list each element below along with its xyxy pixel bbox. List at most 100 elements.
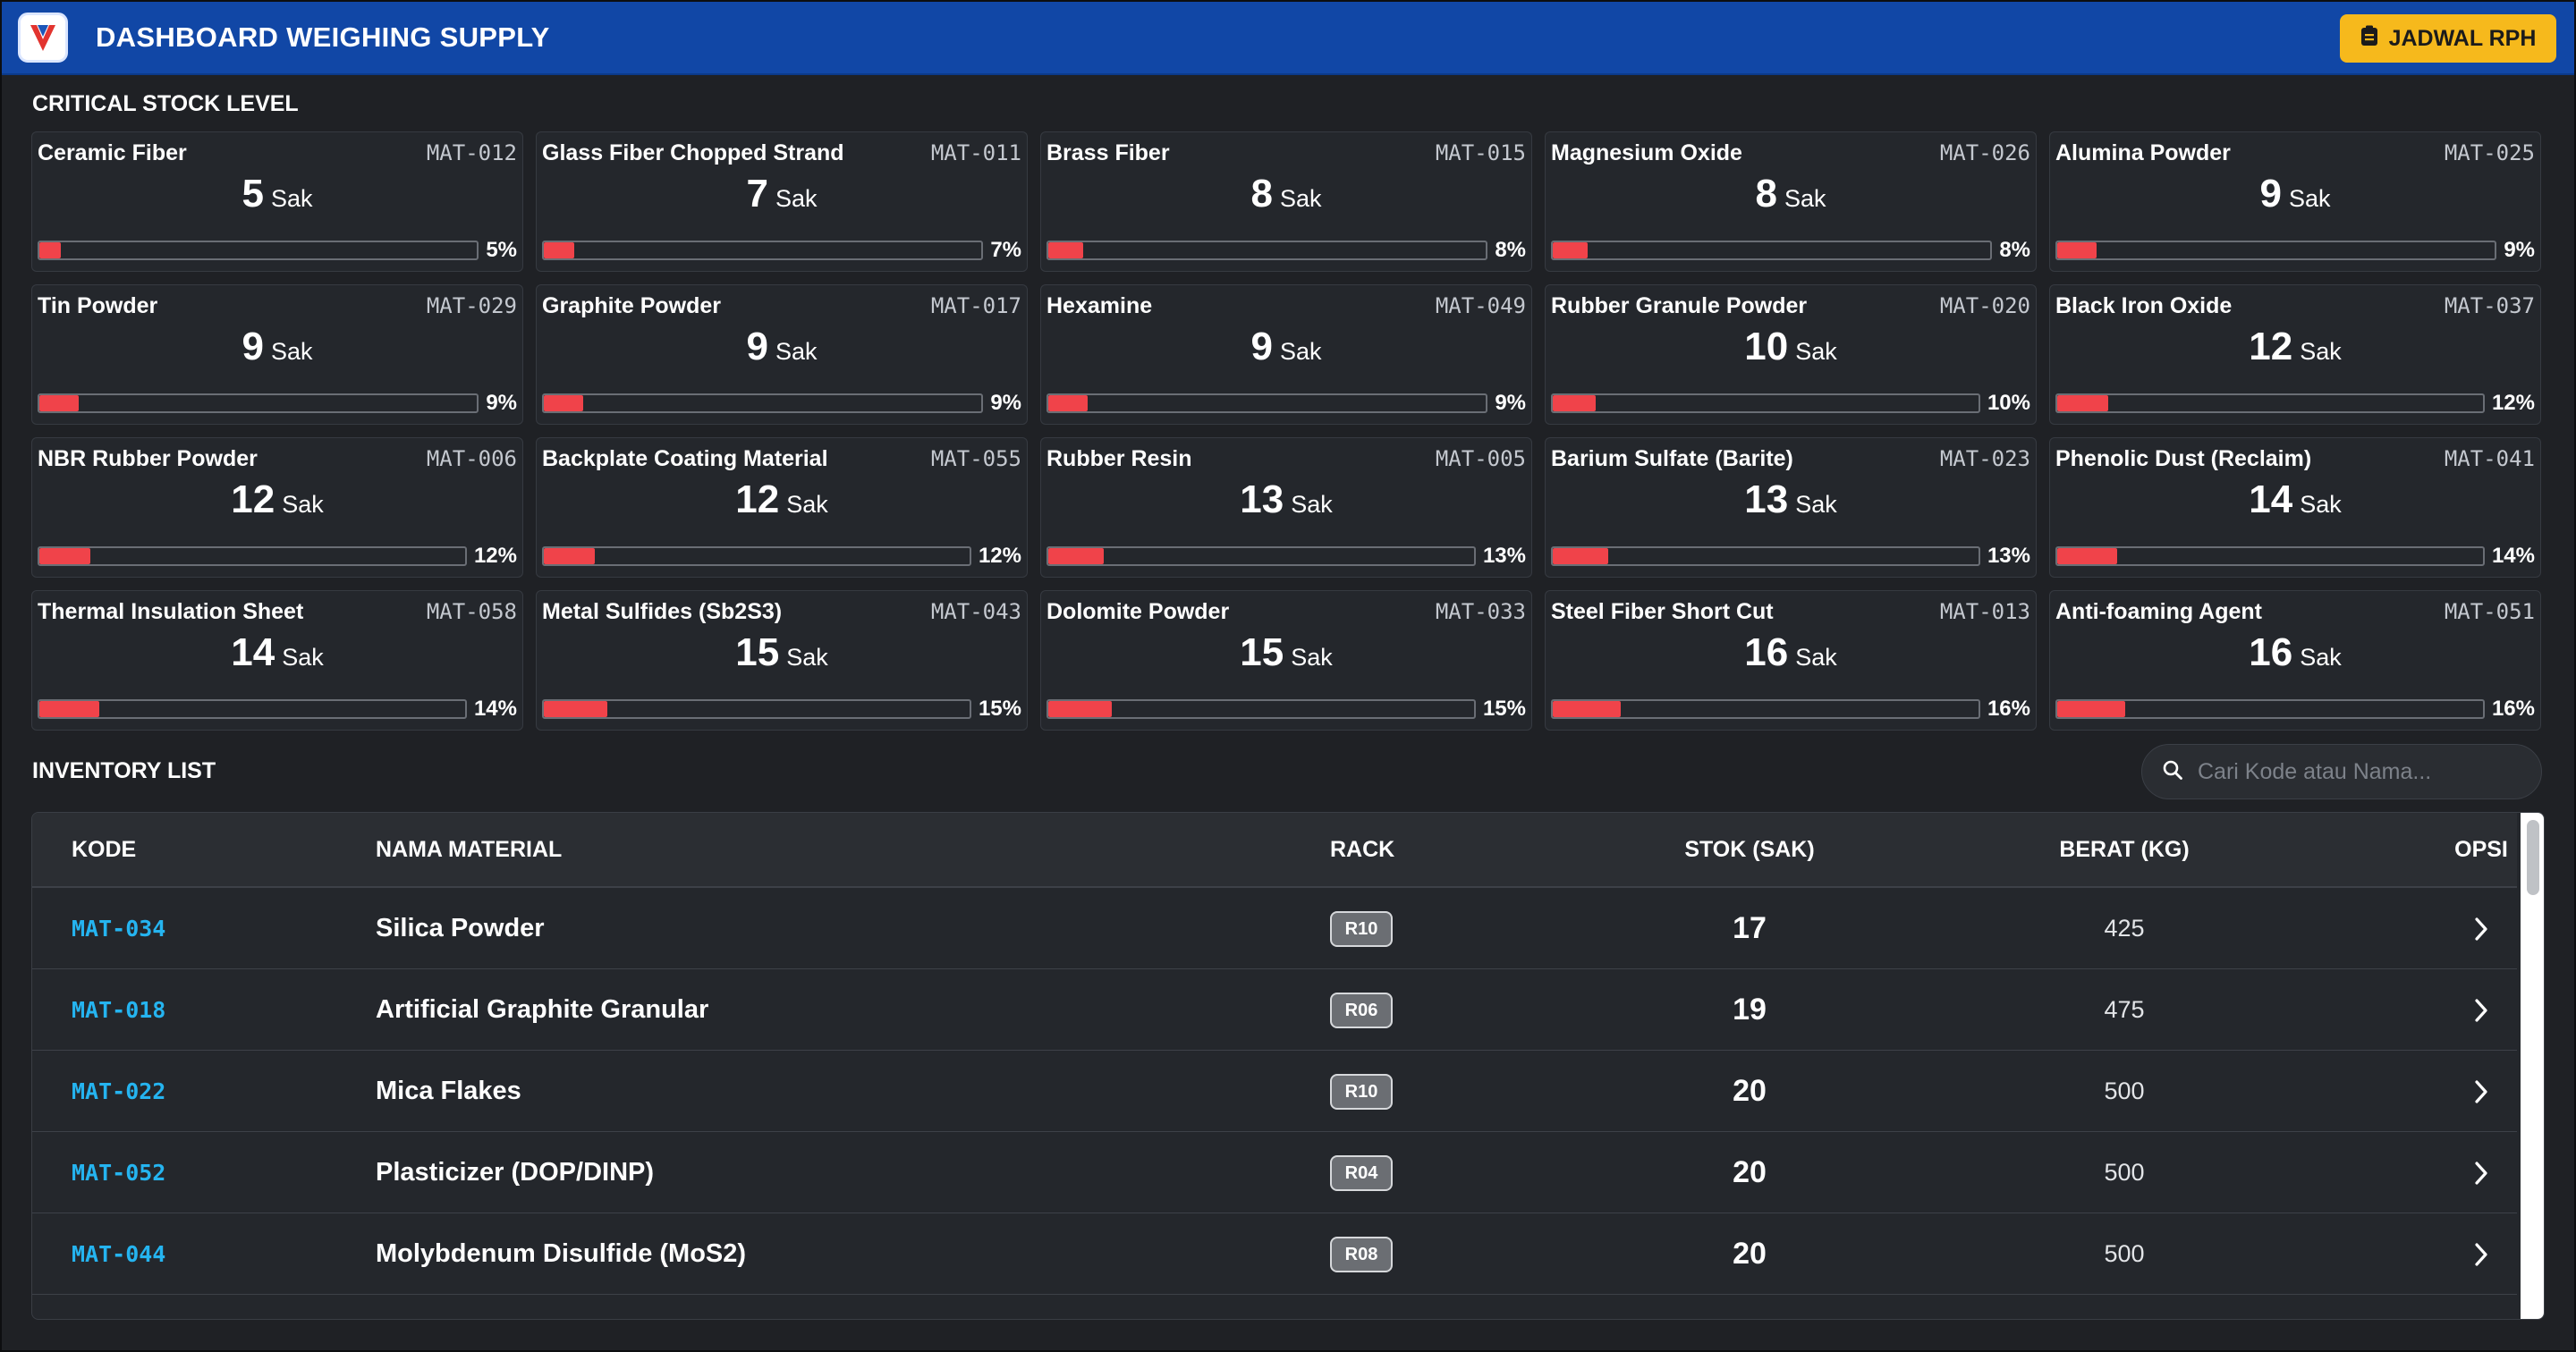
stock-card-qty-unit: Sak — [270, 185, 313, 212]
stock-card-qty-number: 14 — [2249, 477, 2293, 521]
material-code[interactable]: MAT-044 — [72, 1241, 166, 1267]
stock-card[interactable]: Graphite Powder MAT-017 9 Sak 9% — [536, 284, 1028, 425]
app-logo-icon — [18, 13, 68, 63]
scrollbar-thumb[interactable] — [2527, 820, 2539, 895]
stock-card-quantity: 13 Sak — [1041, 477, 1531, 522]
stock-level-track — [2055, 699, 2485, 719]
stock-card[interactable]: Rubber Resin MAT-005 13 Sak 13% — [1040, 437, 1532, 578]
stock-card-code: MAT-017 — [930, 293, 1021, 318]
stock-card-qty-number: 12 — [735, 477, 780, 521]
stock-card-quantity: 16 Sak — [1546, 630, 2036, 675]
stock-card-qty-unit: Sak — [786, 644, 828, 671]
stock-card[interactable]: Ceramic Fiber MAT-012 5 Sak 5% — [31, 131, 523, 272]
stock-card[interactable]: Hexamine MAT-049 9 Sak 9% — [1040, 284, 1532, 425]
table-scrollbar[interactable] — [2521, 813, 2544, 1319]
stock-card[interactable]: Anti-foaming Agent MAT-051 16 Sak 16% — [2049, 590, 2541, 731]
stock-level-track — [1551, 699, 1980, 719]
chevron-right-icon[interactable] — [2465, 1132, 2497, 1213]
stock-card-name: Glass Fiber Chopped Strand — [542, 140, 844, 165]
stock-card-code: MAT-015 — [1435, 140, 1526, 165]
stock-card[interactable]: Backplate Coating Material MAT-055 12 Sak 12… — [536, 437, 1028, 578]
chevron-right-icon[interactable] — [2465, 888, 2497, 969]
stock-card[interactable]: Phenolic Dust (Reclaim) MAT-041 14 Sak 14% — [2049, 437, 2541, 578]
stock-card-qty-number: 9 — [2259, 172, 2282, 215]
stock-card-code: MAT-037 — [2444, 293, 2535, 318]
stock-level-fill — [544, 242, 575, 258]
critical-stock-title: CRITICAL STOCK LEVEL — [32, 91, 299, 116]
stock-card-name: NBR Rubber Powder — [38, 446, 258, 471]
material-name: Plasticizer (DOP/DINP) — [376, 1158, 655, 1187]
chevron-right-icon[interactable] — [2465, 1051, 2497, 1132]
stock-card[interactable]: Thermal Insulation Sheet MAT-058 14 Sak 14% — [31, 590, 523, 731]
stock-level-track — [2055, 393, 2485, 413]
stock-card[interactable]: Rubber Granule Powder MAT-020 10 Sak 10% — [1545, 284, 2037, 425]
clipboard-icon — [2360, 25, 2378, 53]
stock-card-name: Magnesium Oxide — [1551, 140, 1742, 165]
table-row[interactable]: MAT-018 Artificial Graphite Granular R06 19… — [32, 969, 2517, 1051]
column-header-berat[interactable]: BERAT (KG) — [2059, 837, 2190, 862]
stock-level-percent: 8% — [1495, 238, 1526, 262]
column-header-rack[interactable]: RACK — [1330, 837, 1395, 862]
stock-level-bar: 13% — [1551, 544, 2030, 568]
search-input[interactable] — [2196, 757, 2518, 786]
stock-card[interactable]: Magnesium Oxide MAT-026 8 Sak 8% — [1545, 131, 2037, 272]
stock-card-code: MAT-029 — [426, 293, 517, 318]
stock-card[interactable]: Metal Sulfides (Sb2S3) MAT-043 15 Sak 15% — [536, 590, 1028, 731]
stock-card-code: MAT-006 — [426, 446, 517, 471]
table-header: KODE NAMA MATERIAL RACK STOK (SAK) BERAT… — [32, 813, 2517, 888]
weight-kg: 475 — [2104, 996, 2145, 1023]
stock-card-qty-unit: Sak — [1795, 644, 1837, 671]
material-code[interactable]: MAT-022 — [72, 1078, 166, 1104]
stock-card-quantity: 12 Sak — [32, 477, 522, 522]
stock-card-name: Steel Fiber Short Cut — [1551, 599, 1774, 624]
column-header-stok[interactable]: STOK (SAK) — [1684, 837, 1815, 862]
stock-card[interactable]: Brass Fiber MAT-015 8 Sak 8% — [1040, 131, 1532, 272]
stock-card-qty-number: 5 — [242, 172, 264, 215]
stock-card[interactable]: Alumina Powder MAT-025 9 Sak 9% — [2049, 131, 2541, 272]
stock-card-code: MAT-043 — [930, 599, 1021, 624]
search-box[interactable] — [2141, 744, 2542, 799]
stock-card[interactable]: Tin Powder MAT-029 9 Sak 9% — [31, 284, 523, 425]
weight-kg: 425 — [2104, 915, 2145, 942]
stock-card[interactable]: Black Iron Oxide MAT-037 12 Sak 12% — [2049, 284, 2541, 425]
stock-card[interactable]: Barium Sulfate (Barite) MAT-023 13 Sak 13% — [1545, 437, 2037, 578]
material-code[interactable]: MAT-052 — [72, 1160, 166, 1186]
stock-card-code: MAT-049 — [1435, 293, 1526, 318]
stock-card-name: Rubber Granule Powder — [1551, 293, 1808, 318]
chevron-right-icon[interactable] — [2465, 969, 2497, 1051]
table-row[interactable]: MAT-022 Mica Flakes R10 20 500 — [32, 1051, 2517, 1132]
stock-card-quantity: 9 Sak — [1041, 325, 1531, 369]
table-row[interactable]: MAT-052 Plasticizer (DOP/DINP) R04 20 500 — [32, 1132, 2517, 1213]
stock-level-track — [2055, 241, 2497, 260]
stock-card-qty-unit: Sak — [775, 185, 818, 212]
stock-card-code: MAT-033 — [1435, 599, 1526, 624]
stock-card[interactable]: NBR Rubber Powder MAT-006 12 Sak 12% — [31, 437, 523, 578]
column-header-kode[interactable]: KODE — [72, 837, 137, 862]
stock-card-quantity: 15 Sak — [537, 630, 1027, 675]
jadwal-rph-button[interactable]: JADWAL RPH — [2340, 14, 2556, 63]
stock-qty: 17 — [1733, 911, 1767, 945]
stock-card[interactable]: Dolomite Powder MAT-033 15 Sak 15% — [1040, 590, 1532, 731]
stock-level-bar: 7% — [542, 238, 1021, 262]
stock-level-fill — [39, 548, 91, 564]
table-row[interactable]: MAT-044 Molybdenum Disulfide (MoS2) R08 20 5… — [32, 1213, 2517, 1295]
stock-card-code: MAT-025 — [2444, 140, 2535, 165]
app-title: DASHBOARD WEIGHING SUPPLY — [96, 21, 550, 53]
material-code[interactable]: MAT-018 — [72, 997, 166, 1023]
stock-card[interactable]: Glass Fiber Chopped Strand MAT-011 7 Sak 7% — [536, 131, 1028, 272]
rack-badge: R10 — [1330, 910, 1393, 947]
column-header-nama[interactable]: NAMA MATERIAL — [376, 837, 563, 862]
stock-card-qty-number: 15 — [1240, 630, 1284, 674]
weight-kg: 500 — [2104, 1159, 2145, 1186]
stock-qty: 20 — [1733, 1237, 1767, 1271]
stock-card-quantity: 14 Sak — [32, 630, 522, 675]
stock-card-qty-unit: Sak — [2300, 491, 2342, 518]
stock-card-code: MAT-055 — [930, 446, 1021, 471]
inventory-title: INVENTORY LIST — [32, 758, 216, 783]
chevron-right-icon[interactable] — [2465, 1213, 2497, 1295]
material-name: Mica Flakes — [376, 1077, 521, 1105]
stock-card[interactable]: Steel Fiber Short Cut MAT-013 16 Sak 16% — [1545, 590, 2037, 731]
stock-level-bar: 12% — [542, 544, 1021, 568]
material-code[interactable]: MAT-034 — [72, 916, 166, 942]
table-row[interactable]: MAT-034 Silica Powder R10 17 425 — [32, 888, 2517, 969]
